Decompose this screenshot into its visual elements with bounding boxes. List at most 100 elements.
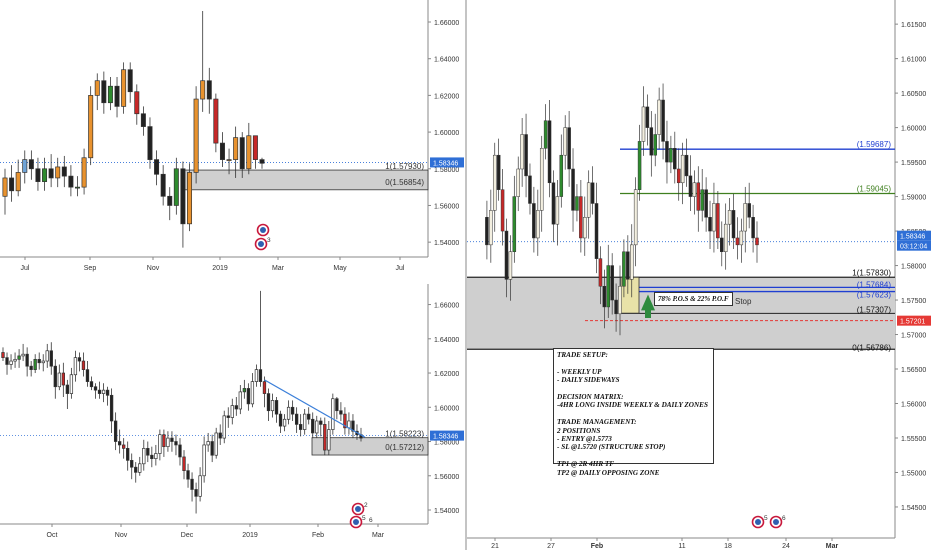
daily-chart[interactable]: 1.66000 1.64000 1.62000 1.60000 1.58000 1.560… [0,284,464,539]
candle-body [122,444,126,449]
candle-body [539,148,544,211]
candle-body [29,365,33,370]
candle-body [73,357,78,376]
x-tick-label: 18 [724,543,732,550]
candle-body [536,210,540,239]
trade-setup-note: TRADE SETUP: - WEEKLY UP - DAILY SIDEWAY… [553,348,714,477]
y-tick-label: 1.57000 [901,333,926,340]
candle-body [278,413,283,427]
price-tag [430,157,464,168]
candle-body [121,69,127,107]
candle-body [614,299,618,315]
x-tick-label: 11 [678,543,685,550]
candle-body [214,432,218,456]
candle-body [138,463,142,473]
candle-body [147,126,153,160]
candle-body [716,203,720,239]
setup-line: - SL @1.5720 (STRUCTURE STOP) [557,443,666,452]
candle-body [637,141,642,190]
candle-body [708,217,712,232]
candle-body [33,358,37,370]
y-tick-label: 1.66000 [434,303,459,310]
idea-badge-dot [773,519,779,525]
idea-badge-count: 5 [764,515,768,522]
y-tick-label: 1.54000 [434,508,459,515]
candle-body [629,244,634,280]
candle-body [641,106,646,142]
candle-body [101,80,107,104]
candle-body [559,154,564,197]
candle-body [200,80,206,100]
candle-body [286,406,291,420]
candle-body [563,127,567,156]
candle-body [170,437,174,442]
level-label: (1.57623) [857,291,892,300]
idea-badge-dot [258,241,264,247]
candle-body [252,135,258,160]
h4-chart[interactable]: 1.61500 1.61000 1.60500 1.60000 1.59500 1.590… [465,0,931,550]
candle-body [213,98,219,144]
candle-body [246,388,251,405]
y-tick-label: 1.64000 [434,337,459,344]
plot-background [0,284,428,522]
candle-body [575,196,579,211]
candle-body [323,424,327,451]
candle-body [618,285,622,315]
level-label: (1.57307) [857,305,892,314]
candle-body [48,168,54,179]
candle-body [303,413,307,430]
candle-body [182,456,186,471]
candle-body [180,168,186,225]
candle-body [307,413,311,420]
fib-label-top: 1(1.58223) [385,430,424,439]
arrow-up-icon [641,294,655,318]
candle-body [299,424,303,430]
y-tick-label: 1.55500 [901,436,926,443]
candle-body [633,189,638,246]
candle-body [319,420,323,425]
candle-body [602,285,607,308]
candle-body [2,177,8,197]
setup-line: TP2 @ DAILY OPPOSING ZONE [557,468,660,477]
candle-body [49,350,53,367]
candle-body [226,159,232,161]
candle-body [230,405,234,418]
candle-body [335,398,339,412]
x-tick-label: Nov [147,265,160,272]
candle-body [61,372,65,386]
y-tick-label: 1.58000 [434,440,459,447]
idea-badge-count: 6 [782,515,786,522]
candle-body [117,441,122,446]
candle-body [25,353,29,367]
y-tick-label: 1.58000 [434,167,459,174]
candle-body [586,182,591,218]
candle-body [294,413,299,425]
candle-body [127,69,133,93]
candle-body [555,196,560,225]
candle-body [516,168,520,197]
setup-line [557,410,710,418]
candle-body [35,168,41,182]
candle-body [94,80,100,96]
candle-body [154,453,158,459]
x-tick-label: Jul [21,265,30,272]
idea-badge-dot [355,506,361,512]
candle-body [258,369,263,382]
candle-body [45,350,49,362]
candle-body [520,134,524,170]
x-tick-label: Mar [826,543,839,550]
weekly-chart[interactable]: 1.66000 1.64000 1.62000 1.60000 1.58000 1.560… [0,0,464,272]
candle-body [41,360,45,364]
candle-body [162,434,166,448]
y-tick-label: 1.66000 [434,20,459,27]
setup-line [557,452,710,460]
x-tick-label: Mar [372,532,385,539]
setup-line [557,359,710,367]
candle-body [590,182,595,204]
candle-body [665,141,669,163]
y-tick-label: 1.58000 [901,264,926,271]
candle-body [661,99,665,142]
y-tick-label: 1.60000 [901,126,926,133]
x-tick-label: Nov [115,532,128,539]
candle-body [735,237,740,246]
